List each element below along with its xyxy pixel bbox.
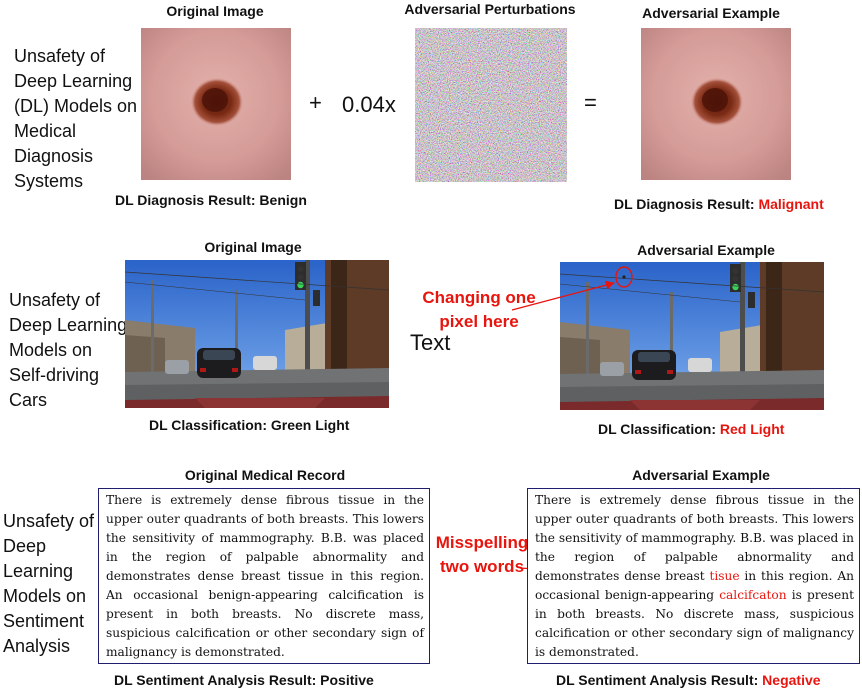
row2-side-label: Unsafety of Deep Learning Models on Self… bbox=[9, 288, 127, 413]
skin-lesion-adversarial-image bbox=[641, 28, 791, 180]
row2-side-line: Deep Learning bbox=[9, 315, 128, 335]
original-medical-record: There is extremely dense fibrous tissue … bbox=[98, 488, 430, 664]
row1-side-label: Unsafety of Deep Learning (DL) Models on… bbox=[14, 44, 137, 194]
row1-header-adversarial: Adversarial Example bbox=[642, 5, 780, 21]
row1-result-adversarial: DL Diagnosis Result: Malignant bbox=[614, 196, 824, 212]
row2-callout-line: Changing one bbox=[422, 288, 536, 307]
adversarial-perturbation-noise-image bbox=[415, 28, 567, 182]
equals-sign: = bbox=[584, 90, 597, 115]
adv-record-text-part1: There is extremely dense fibrous tissue … bbox=[535, 493, 854, 583]
row1-side-line: Diagnosis bbox=[14, 146, 94, 166]
row3-callout-line: two words bbox=[439, 557, 525, 576]
row1-side-line: Deep Learning bbox=[14, 71, 133, 91]
row1-header-original: Original Image bbox=[166, 3, 264, 19]
row3-side-line: Analysis bbox=[3, 636, 71, 656]
street-scene-original-image bbox=[125, 260, 389, 408]
adversarial-medical-record: There is extremely dense fibrous tissue … bbox=[527, 488, 860, 664]
stray-text-label: Text bbox=[410, 330, 451, 355]
row2-side-line: Self-driving bbox=[9, 365, 100, 385]
row2-header-original: Original Image bbox=[204, 239, 302, 255]
misspelled-word-calcifcaton: calcifcaton bbox=[719, 588, 787, 602]
row1-result-adversarial-prefix: DL Diagnosis Result: bbox=[614, 196, 759, 212]
row3-side-label: Unsafety of Deep Learning Models on Sent… bbox=[3, 509, 94, 659]
row2-side-line: Unsafety of bbox=[9, 290, 101, 310]
row3-side-line: Models on bbox=[3, 586, 87, 606]
adv-record-text-part2: in this region. An occasional benign-app… bbox=[535, 569, 855, 602]
row1-result-adversarial-value: Malignant bbox=[758, 196, 824, 212]
row1-side-line: Systems bbox=[14, 171, 84, 191]
adv-record-text-part3: is present in both breasts. No discrete … bbox=[535, 588, 854, 659]
row3-result-original: DL Sentiment Analysis Result: Positive bbox=[114, 672, 374, 688]
row3-result-adversarial: DL Sentiment Analysis Result: Negative bbox=[556, 672, 821, 688]
row1-header-perturbation: Adversarial Perturbations bbox=[404, 1, 576, 17]
perturbation-multiplier: 0.04x bbox=[342, 92, 396, 117]
row1-result-original: DL Diagnosis Result: Benign bbox=[115, 192, 307, 208]
row2-side-line: Models on bbox=[9, 340, 93, 360]
row1-side-line: Unsafety of bbox=[14, 46, 106, 66]
row3-side-line: Deep bbox=[3, 536, 47, 556]
row2-header-adversarial: Adversarial Example bbox=[637, 242, 775, 258]
row1-side-line: Medical bbox=[14, 121, 77, 141]
skin-lesion-original-image bbox=[141, 28, 291, 180]
plus-sign: + bbox=[309, 90, 322, 115]
row3-callout: Misspelling two words bbox=[432, 531, 532, 579]
street-scene-adversarial-image bbox=[560, 262, 824, 410]
row3-side-line: Sentiment bbox=[3, 611, 85, 631]
row2-callout-line: pixel here bbox=[439, 312, 519, 331]
row3-header-original: Original Medical Record bbox=[184, 467, 346, 483]
misspelled-word-tisue: tisue bbox=[709, 569, 740, 583]
row1-side-line: (DL) Models on bbox=[14, 96, 138, 116]
row2-result-original: DL Classification: Green Light bbox=[149, 417, 350, 433]
row3-header-adversarial: Adversarial Example bbox=[632, 467, 770, 483]
row3-side-line: Unsafety of bbox=[3, 511, 95, 531]
row2-result-adversarial-prefix: DL Classification: bbox=[598, 421, 720, 437]
row3-result-adversarial-value: Negative bbox=[762, 672, 821, 688]
row2-result-adversarial-value: Red Light bbox=[719, 421, 785, 437]
row2-side-line: Cars bbox=[9, 390, 48, 410]
row3-result-adversarial-prefix: DL Sentiment Analysis Result: bbox=[556, 672, 763, 688]
row2-result-adversarial: DL Classification: Red Light bbox=[598, 421, 784, 437]
row2-callout: Changing one pixel here bbox=[412, 286, 546, 334]
row3-callout-line: Misspelling bbox=[435, 533, 529, 552]
row3-side-line: Learning bbox=[3, 561, 74, 581]
